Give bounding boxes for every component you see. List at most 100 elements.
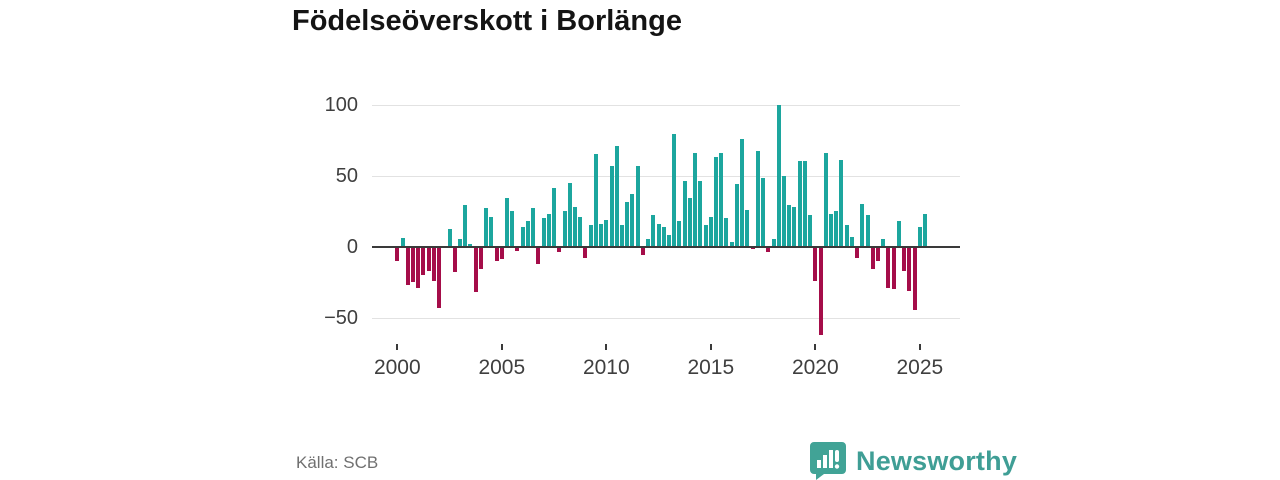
bar <box>520 226 525 247</box>
bar <box>515 246 520 251</box>
bar <box>771 239 776 247</box>
bar <box>792 206 797 247</box>
bar <box>724 218 729 247</box>
bar <box>447 229 452 247</box>
y-tick-label: 100 <box>324 93 358 116</box>
bar <box>896 220 901 247</box>
source-caption: Källa: SCB <box>296 453 379 472</box>
gridline <box>372 175 960 177</box>
bar <box>708 216 713 247</box>
bar <box>552 188 557 247</box>
chart-plot-area <box>372 85 960 340</box>
bar <box>787 205 792 247</box>
zero-axis-line <box>372 245 960 248</box>
bar <box>510 211 515 247</box>
bar <box>614 145 619 247</box>
bar <box>410 246 415 282</box>
bar <box>912 246 917 311</box>
bar <box>525 220 530 247</box>
bar <box>881 239 886 247</box>
y-axis-labels: 100 50 0 −50 <box>272 85 358 340</box>
bar <box>687 198 692 247</box>
x-tick-label: 2010 <box>582 356 630 379</box>
bar <box>902 246 907 271</box>
x-tick-mark <box>500 344 503 350</box>
bar <box>750 246 755 250</box>
bar <box>729 242 734 247</box>
bar <box>583 246 588 258</box>
bar <box>630 193 635 247</box>
bar <box>405 246 410 285</box>
bar <box>672 134 677 247</box>
gridline <box>372 317 960 319</box>
bar <box>734 184 739 247</box>
bar <box>907 246 912 291</box>
bar <box>609 165 614 247</box>
bar <box>698 181 703 247</box>
bar <box>473 246 478 292</box>
x-tick-mark <box>918 344 921 350</box>
bar <box>593 154 598 247</box>
bar <box>813 246 818 281</box>
bar <box>468 243 473 247</box>
bar <box>619 225 624 247</box>
bar <box>531 208 536 247</box>
bar <box>489 216 494 247</box>
bar <box>499 246 504 260</box>
bar <box>828 213 833 247</box>
bar <box>463 205 468 247</box>
bar <box>917 226 922 247</box>
bar <box>437 246 442 308</box>
bar <box>572 206 577 247</box>
bar <box>494 246 499 261</box>
bar <box>740 138 745 247</box>
bar <box>604 219 609 247</box>
bar <box>797 161 802 247</box>
bar <box>781 175 786 247</box>
bar <box>719 152 724 247</box>
bar <box>714 157 719 247</box>
bar <box>421 246 426 275</box>
bar <box>844 225 849 247</box>
bar <box>426 246 431 271</box>
bar <box>849 236 854 247</box>
x-axis: 2000 2005 2010 2015 2020 2025 <box>372 344 960 384</box>
bar <box>891 246 896 290</box>
y-tick-label: 50 <box>335 164 358 187</box>
bar <box>860 203 865 247</box>
bar <box>395 246 400 261</box>
bar <box>484 208 489 247</box>
bar <box>635 165 640 247</box>
bar <box>416 246 421 288</box>
bar <box>886 246 891 288</box>
bar <box>452 246 457 273</box>
x-tick-label: 2020 <box>791 356 839 379</box>
bar <box>766 246 771 253</box>
bar <box>855 246 860 258</box>
bar <box>562 211 567 247</box>
bar <box>557 246 562 253</box>
bar <box>400 237 405 247</box>
bar <box>651 215 656 247</box>
y-tick-label: 0 <box>346 235 358 258</box>
bar <box>567 182 572 247</box>
bar <box>823 152 828 247</box>
bar <box>834 211 839 247</box>
x-tick-label: 2015 <box>687 356 735 379</box>
bar <box>541 218 546 247</box>
bar <box>818 246 823 335</box>
gridline <box>372 104 960 106</box>
bar <box>661 226 666 247</box>
x-tick-mark <box>709 344 712 350</box>
x-tick-label: 2005 <box>478 356 526 379</box>
bar-chart-speech-bubble-icon <box>810 442 846 480</box>
bar <box>839 159 844 247</box>
x-tick-mark <box>605 344 608 350</box>
bar <box>808 215 813 247</box>
bar <box>599 223 604 247</box>
bar <box>478 246 483 270</box>
bar <box>776 104 781 247</box>
bar <box>703 225 708 247</box>
bar <box>588 225 593 247</box>
newsworthy-logo: Newsworthy <box>810 442 1017 480</box>
